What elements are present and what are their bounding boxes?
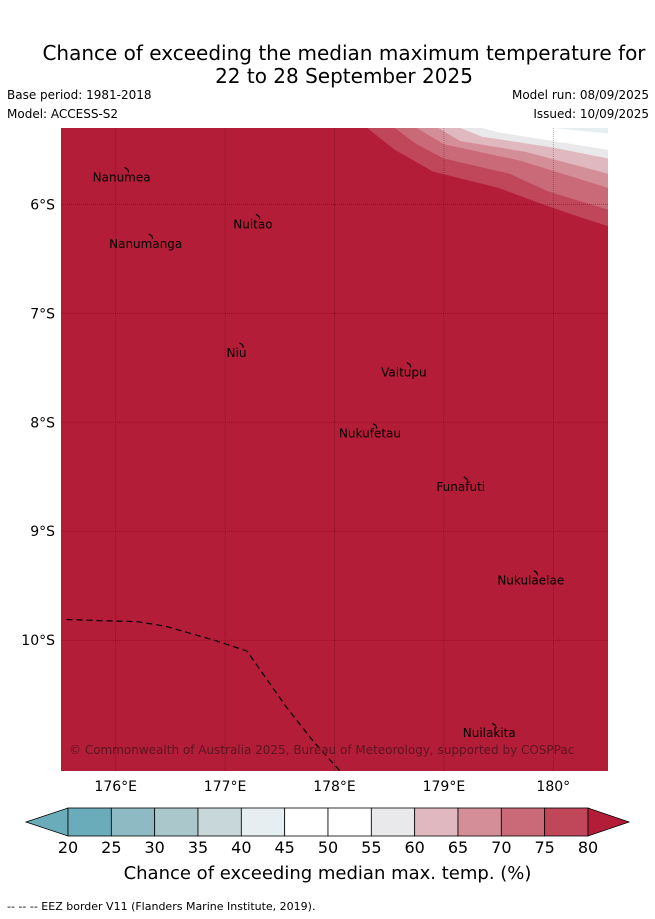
- colorbar-tick-label: 55: [361, 838, 381, 857]
- colorbar-tick-label: 75: [534, 838, 554, 857]
- island-marker: [463, 476, 469, 483]
- island-marker: [491, 722, 497, 729]
- contour-band-45: [553, 128, 608, 134]
- eez-legend: -- -- -- EEZ border V11 (Flanders Marine…: [7, 900, 316, 913]
- island-marker: [372, 423, 378, 429]
- chart-title-line1: Chance of exceeding the median maximum t…: [42, 41, 646, 65]
- longitude-labels: 176°E 177°E 178°E 179°E 180°: [94, 779, 570, 795]
- island-label: Funafuti: [436, 480, 485, 494]
- contour-band-50: [482, 128, 608, 150]
- lat-tick-label: 9°S: [30, 524, 55, 540]
- island-label: Niu: [227, 346, 247, 360]
- island-label: Nukulaelae: [497, 574, 564, 588]
- island-label: Nuilakita: [463, 726, 516, 740]
- colorbar-segment: [414, 807, 459, 837]
- colorbar-tick-label: 30: [144, 838, 164, 857]
- colorbar-segment: [154, 807, 199, 837]
- colorbar-tick-label: 25: [101, 838, 121, 857]
- colorbar-tick-label: 40: [231, 838, 251, 857]
- lon-tick-label: 177°E: [204, 779, 247, 795]
- lon-tick-label: 179°E: [423, 779, 466, 795]
- colorbar-tick-label: 50: [318, 838, 338, 857]
- lon-tick-label: 176°E: [94, 779, 137, 795]
- colorbar-tick-label: 20: [58, 838, 78, 857]
- colorbar-low-extension: [24, 807, 69, 837]
- base-period: Base period: 1981-2018: [7, 88, 152, 102]
- colorbar-tick-label: 65: [448, 838, 468, 857]
- colorbar-segment: [67, 807, 112, 837]
- eez-border-line: [66, 618, 341, 771]
- chart-title-line2: 22 to 28 September 2025: [215, 64, 473, 88]
- lon-tick-label: 180°: [536, 779, 570, 795]
- island-marker: [255, 213, 261, 220]
- island-marker: [406, 361, 412, 368]
- lat-tick-label: 6°S: [30, 197, 55, 213]
- island-label: Nuitao: [233, 217, 272, 231]
- contour-bands: [367, 128, 608, 227]
- lat-tick-label: 7°S: [30, 306, 55, 322]
- lat-tick-label: 8°S: [30, 415, 55, 431]
- colorbar: 20 25 30 35 40 45 50 55 60 65 70 75 80: [24, 807, 631, 857]
- colorbar-tick-label: 60: [404, 838, 424, 857]
- island-label: Vaitupu: [381, 365, 427, 379]
- lat-tick-label: 10°S: [21, 633, 55, 649]
- colorbar-high-extension: [587, 807, 631, 837]
- colorbar-segment: [110, 807, 156, 837]
- copyright-text: © Commonwealth of Australia 2025, Bureau…: [69, 743, 574, 757]
- island-marker: [239, 342, 245, 349]
- colorbar-tick-label: 45: [274, 838, 294, 857]
- island-marker: [124, 166, 130, 173]
- probability-fill: [61, 128, 608, 771]
- colorbar-segment: [240, 807, 286, 837]
- model-name: Model: ACCESS-S2: [7, 107, 119, 121]
- islands: Nanumea Nuitao Nanumanga Niu Vaitupu Nukufeta…: [93, 166, 564, 740]
- colorbar-tick-label: 80: [578, 838, 598, 857]
- colorbar-segment: [500, 807, 546, 837]
- island-label: Nukufetau: [339, 427, 401, 441]
- colorbar-segment: [370, 807, 416, 837]
- island-label: Nanumanga: [109, 237, 182, 251]
- colorbar-segment: [197, 807, 242, 837]
- lon-tick-label: 178°E: [313, 779, 356, 795]
- island-label: Nanumea: [93, 170, 151, 184]
- issued-date: Issued: 10/09/2025: [533, 107, 649, 121]
- colorbar-tick-label: 70: [491, 838, 511, 857]
- island-marker: [148, 233, 154, 240]
- latitude-labels: 6°S 7°S 8°S 9°S 10°S: [21, 197, 55, 649]
- map-svg: Nanumea Nuitao Nanumanga Niu Vaitupu Nukufeta…: [21, 128, 631, 857]
- colorbar-segment: [457, 807, 502, 837]
- colorbar-segment: [327, 807, 372, 837]
- colorbar-segment: [284, 807, 329, 837]
- colorbar-tick-label: 35: [188, 838, 208, 857]
- island-marker: [533, 570, 539, 576]
- model-run: Model run: 08/09/2025: [511, 88, 649, 102]
- colorbar-label: Chance of exceeding median max. temp. (%…: [123, 863, 532, 884]
- colorbar-segment: [544, 807, 589, 837]
